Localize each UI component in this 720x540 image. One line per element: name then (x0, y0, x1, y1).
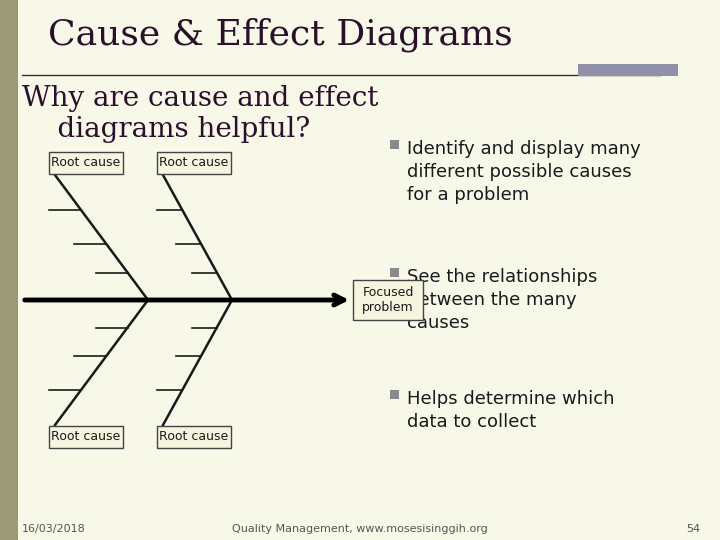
Text: diagrams helpful?: diagrams helpful? (22, 116, 310, 143)
Text: Focused
problem: Focused problem (362, 286, 414, 314)
Bar (390, 140, 399, 149)
FancyBboxPatch shape (157, 426, 231, 448)
Text: See the relationships
between the many
causes: See the relationships between the many c… (407, 268, 598, 332)
FancyBboxPatch shape (49, 426, 123, 448)
Text: Why are cause and effect: Why are cause and effect (22, 85, 379, 112)
Bar (0, 0, 18, 540)
Text: Cause & Effect Diagrams: Cause & Effect Diagrams (48, 18, 513, 52)
Bar (390, 390, 399, 399)
Text: Root cause: Root cause (51, 430, 121, 443)
FancyBboxPatch shape (49, 152, 123, 174)
Bar (578, 64, 678, 76)
Text: 16/03/2018: 16/03/2018 (22, 524, 86, 534)
FancyBboxPatch shape (353, 280, 423, 320)
Text: 54: 54 (686, 524, 700, 534)
Text: Helps determine which
data to collect: Helps determine which data to collect (407, 390, 614, 431)
Text: Root cause: Root cause (159, 430, 229, 443)
Text: Root cause: Root cause (51, 157, 121, 170)
FancyBboxPatch shape (157, 152, 231, 174)
Text: Quality Management, www.mosesisinggih.org: Quality Management, www.mosesisinggih.or… (232, 524, 488, 534)
Text: Identify and display many
different possible causes
for a problem: Identify and display many different poss… (407, 140, 641, 204)
Text: Root cause: Root cause (159, 157, 229, 170)
Bar (390, 268, 399, 277)
